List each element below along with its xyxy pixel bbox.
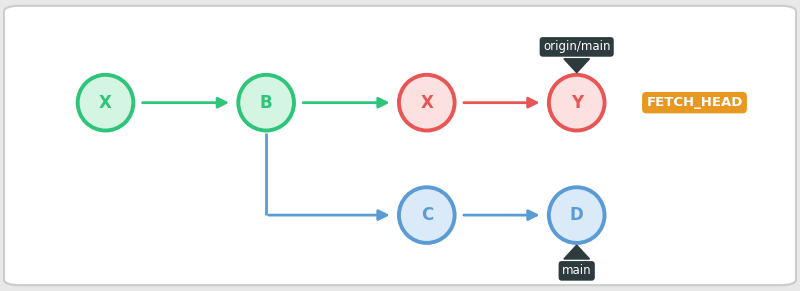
Text: FETCH_HEAD: FETCH_HEAD: [646, 96, 742, 109]
Circle shape: [549, 75, 605, 130]
Circle shape: [238, 75, 294, 130]
Polygon shape: [564, 245, 590, 259]
Text: Y: Y: [570, 94, 582, 112]
Circle shape: [78, 75, 134, 130]
Polygon shape: [564, 59, 590, 73]
Text: X: X: [99, 94, 112, 112]
Circle shape: [399, 187, 454, 243]
Text: D: D: [570, 206, 583, 224]
Text: main: main: [562, 264, 591, 277]
Text: C: C: [421, 206, 433, 224]
Circle shape: [399, 75, 454, 130]
Text: X: X: [420, 94, 434, 112]
Text: origin/main: origin/main: [543, 40, 610, 54]
Text: B: B: [260, 94, 273, 112]
Circle shape: [549, 187, 605, 243]
